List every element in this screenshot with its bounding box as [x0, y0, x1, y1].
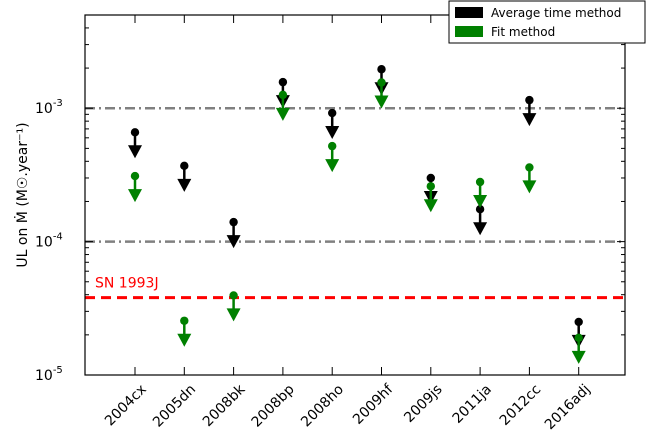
limit-arrow-head	[226, 235, 241, 249]
y-tick-label: 10-5	[35, 365, 63, 384]
legend-entry: Fit method	[491, 25, 555, 39]
x-tick-label: 2012cc	[497, 382, 544, 429]
limit-arrow-head	[374, 95, 389, 109]
upper-limit-marker	[374, 78, 389, 109]
y-axis-label: UL on Ṁ (M☉.year⁻¹)	[13, 122, 31, 267]
upper-limit-marker	[226, 217, 241, 249]
x-tick-label: 2009js	[401, 382, 445, 426]
data-point	[180, 316, 189, 325]
y-tick-label: 10-4	[35, 232, 63, 251]
y-tick-label: 10-3	[35, 98, 63, 117]
upper-limit-marker	[128, 128, 142, 159]
x-tick-label: 2008bk	[200, 381, 249, 430]
limit-arrow-head	[325, 159, 340, 173]
upper-limit-marker	[177, 161, 192, 192]
upper-limit-marker	[423, 182, 438, 213]
limit-arrow-head	[177, 178, 192, 192]
limit-arrow-head	[522, 180, 537, 194]
reference-line-label: SN 1993J	[95, 276, 159, 292]
limit-arrow-head	[128, 145, 142, 159]
upper-limit-marker	[325, 108, 340, 140]
reference-lines	[85, 106, 625, 300]
limit-arrow-head	[473, 222, 488, 236]
plot-frame	[84, 14, 626, 376]
upper-limit-marker	[128, 171, 142, 203]
upper-limit-marker	[177, 316, 192, 347]
upper-limit-marker	[275, 90, 290, 121]
upper-limit-marker	[325, 141, 340, 173]
x-tick-label: 2016adj	[542, 382, 594, 434]
x-tick-label: 2011ja	[450, 382, 495, 427]
axes: 10-5 10-4 10-3 2004cx 2005dn 2008bk 2008bp 2008…	[35, 14, 625, 434]
legend-swatch	[455, 26, 483, 37]
limit-arrow-head	[275, 107, 290, 121]
upper-limit-marker	[473, 177, 488, 208]
upper-limit-marker	[473, 204, 488, 236]
upper-limit-marker	[522, 95, 537, 127]
data-point	[229, 291, 238, 300]
limit-arrow-head	[128, 189, 142, 203]
data-marks	[128, 65, 586, 364]
legend-swatch	[455, 7, 483, 18]
x-tick-label: 2005dn	[150, 382, 199, 431]
limit-arrow-head	[473, 194, 488, 208]
upper-limit-marker	[226, 291, 241, 322]
limit-arrow-head	[522, 113, 537, 127]
x-tick-label: 2004cx	[102, 382, 150, 430]
limit-arrow-head	[226, 308, 241, 322]
limit-arrow-head	[423, 199, 438, 213]
upper-limit-marker	[571, 333, 586, 364]
limit-arrow-head	[177, 333, 192, 347]
limit-arrow-head	[325, 126, 340, 140]
legend: Average time method Fit method	[448, 0, 646, 44]
upper-limit-marker	[522, 163, 537, 194]
x-tick-label: 2008ho	[298, 382, 347, 431]
x-tick-label: 2009hf	[350, 381, 397, 428]
legend-entry: Average time method	[491, 6, 621, 20]
x-tick-label: 2008bp	[249, 381, 298, 430]
limit-arrow-head	[571, 350, 586, 364]
